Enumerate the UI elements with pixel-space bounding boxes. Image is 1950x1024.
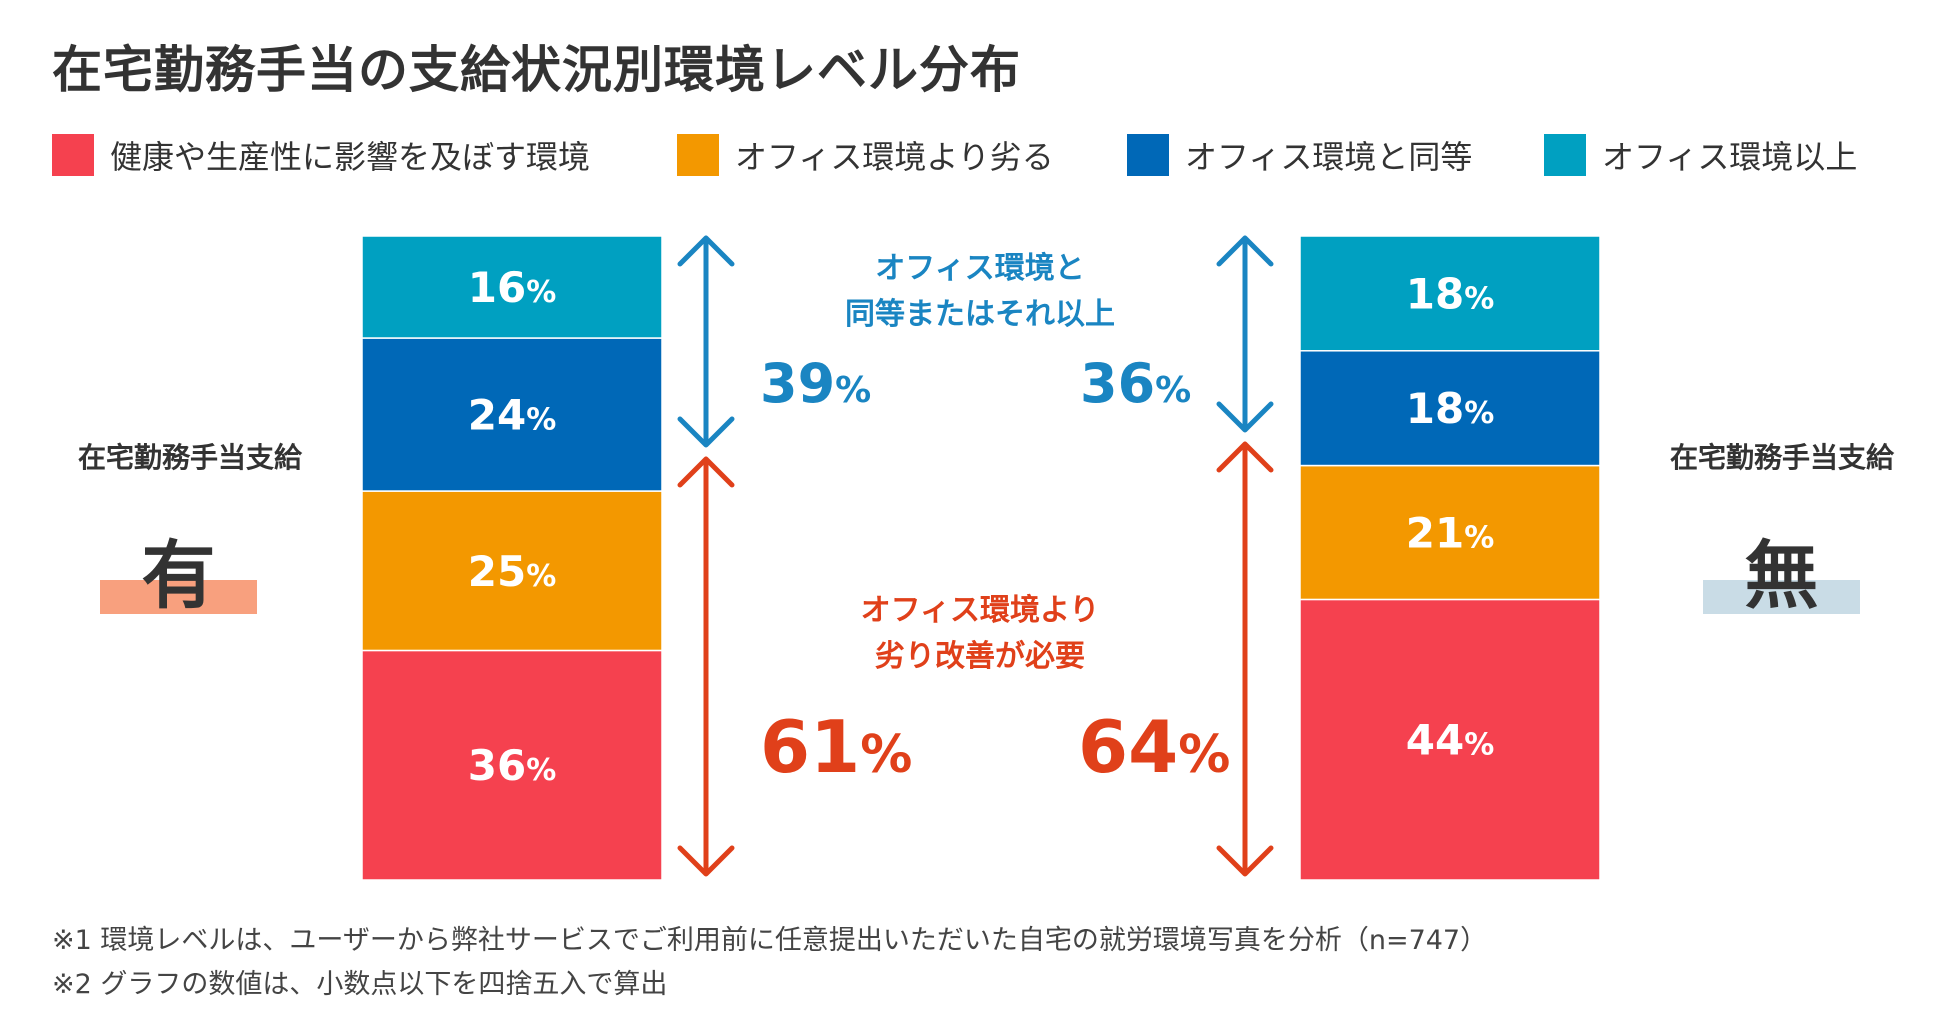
- percent-sign: %: [860, 725, 913, 785]
- right-upper-total: 36%: [1080, 352, 1191, 415]
- left-upper-range-arrow: [677, 235, 735, 448]
- legend-swatch: [52, 134, 94, 176]
- left-lower-total: 61%: [760, 705, 912, 789]
- bar-value-percent: %: [526, 403, 556, 438]
- legend-item-above: オフィス環境以上: [1544, 132, 1857, 178]
- left-group-mark: 有: [141, 533, 216, 619]
- footnote-1: ※1 環境レベルは、ユーザーから弊社サービスでご利用前に任意提出いただいた自宅の…: [52, 925, 1488, 956]
- right-group-highlight: [1703, 580, 1860, 614]
- bar-value-percent: %: [1464, 281, 1494, 316]
- legend-swatch: [677, 134, 719, 176]
- left-lower-total-value: 61: [760, 705, 861, 789]
- left-upper-total: 39%: [760, 352, 871, 415]
- bar-segment: [1299, 598, 1601, 881]
- lower-callout: オフィス環境より 劣り改善が必要: [780, 588, 1180, 680]
- bar-segment: [361, 490, 663, 652]
- bar-segment: [1299, 235, 1601, 352]
- right-upper-range-arrow: [1216, 235, 1274, 433]
- bar-segment: [361, 337, 663, 492]
- lower-callout-line1: オフィス環境より: [860, 593, 1100, 628]
- bar-value-percent: %: [1464, 728, 1494, 763]
- bar-value-percent: %: [1464, 520, 1494, 555]
- bar-value-percent: %: [526, 753, 556, 788]
- legend-label: オフィス環境以上: [1602, 138, 1858, 176]
- right-lower-total-value: 64: [1078, 705, 1179, 789]
- legend-item-inferior: オフィス環境より劣る: [677, 132, 1054, 178]
- bar-value-percent: %: [526, 275, 556, 310]
- upper-callout-line1: オフィス環境と: [875, 251, 1085, 286]
- right-group-caption: 在宅勤務手当支給: [1669, 441, 1894, 474]
- legend-swatch: [1544, 134, 1586, 176]
- bar-value-percent: %: [1464, 396, 1494, 431]
- left-upper-total-value: 39: [760, 352, 836, 415]
- legend-item-health: 健康や生産性に影響を及ぼす環境: [52, 132, 590, 178]
- bar-segment: [1299, 350, 1601, 467]
- percent-sign: %: [1155, 370, 1192, 411]
- right-upper-total-value: 36: [1080, 352, 1156, 415]
- left-group-highlight: [100, 580, 257, 614]
- percent-sign: %: [835, 370, 872, 411]
- bar-value-percent: %: [526, 559, 556, 594]
- legend-label: オフィス環境より劣る: [735, 138, 1054, 176]
- legend-swatch: [1127, 134, 1169, 176]
- bar-segment: [361, 649, 663, 881]
- left-group-caption: 在宅勤務手当支給: [77, 441, 302, 474]
- bar-segment: [1299, 464, 1601, 601]
- right-lower-total: 64%: [1078, 705, 1230, 789]
- footnote-2: ※2 グラフの数値は、小数点以下を四捨五入で算出: [52, 969, 668, 1000]
- upper-callout-line2: 同等またはそれ以上: [845, 297, 1115, 332]
- bar-segment: [361, 235, 663, 339]
- right-group-mark: 無: [1744, 533, 1819, 619]
- legend-item-equal: オフィス環境と同等: [1127, 132, 1472, 178]
- upper-callout: オフィス環境と 同等またはそれ以上: [780, 246, 1180, 338]
- left-lower-range-arrow: [677, 456, 735, 877]
- legend-label: 健康や生産性に影響を及ぼす環境: [110, 138, 591, 176]
- chart-title: 在宅勤務手当の支給状況別環境レベル分布: [52, 41, 1021, 99]
- lower-callout-line2: 劣り改善が必要: [875, 639, 1085, 674]
- legend-label: オフィス環境と同等: [1185, 138, 1473, 176]
- right-lower-range-arrow: [1216, 441, 1274, 877]
- percent-sign: %: [1178, 725, 1231, 785]
